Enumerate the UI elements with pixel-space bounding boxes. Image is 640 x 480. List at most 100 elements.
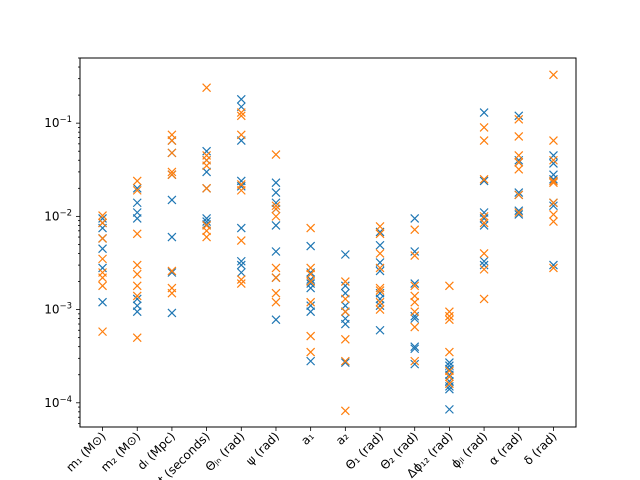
data-point — [410, 247, 420, 256]
data-point — [479, 208, 489, 217]
data-point — [375, 286, 385, 295]
data-point — [549, 158, 558, 168]
data-point — [306, 356, 316, 366]
data-point — [549, 209, 558, 219]
data-point — [202, 217, 212, 226]
data-point — [202, 151, 212, 160]
data-point — [514, 164, 524, 174]
data-point — [514, 206, 524, 216]
data-point — [236, 108, 246, 117]
data-point — [167, 308, 177, 318]
data-point — [340, 314, 350, 324]
data-point — [340, 358, 350, 368]
data-point — [479, 176, 489, 186]
data-point — [271, 263, 281, 273]
data-point — [340, 294, 350, 304]
data-point — [167, 148, 177, 158]
data-point — [167, 232, 177, 242]
data-point — [167, 167, 177, 177]
data-point — [202, 167, 212, 177]
data-point — [514, 132, 524, 141]
data-point — [479, 108, 489, 117]
data-point — [514, 111, 524, 121]
data-point — [479, 256, 489, 266]
data-point — [514, 151, 524, 160]
data-point — [410, 251, 420, 260]
data-point — [549, 170, 558, 180]
data-point — [410, 279, 420, 289]
data-point — [271, 198, 281, 208]
data-point — [167, 268, 177, 277]
data-point — [410, 344, 420, 354]
data-point — [375, 222, 385, 231]
data-point — [306, 269, 316, 279]
data-point — [306, 263, 316, 273]
data-point — [132, 333, 142, 343]
data-point — [202, 220, 212, 230]
data-point — [236, 275, 246, 284]
data-point — [236, 236, 246, 245]
data-point — [514, 114, 524, 124]
data-point — [479, 294, 489, 304]
data-point — [340, 250, 350, 259]
data-point — [444, 404, 454, 414]
data-point — [167, 170, 177, 180]
data-point — [236, 130, 246, 140]
data-point — [444, 307, 454, 317]
data-point — [236, 268, 246, 277]
data-point — [132, 198, 142, 208]
data-point — [410, 291, 420, 301]
data-point — [479, 211, 489, 221]
data-point — [410, 342, 420, 352]
data-point — [306, 301, 316, 311]
data-point — [340, 334, 350, 344]
data-point — [271, 188, 281, 197]
data-point — [236, 256, 246, 266]
data-point — [202, 214, 212, 223]
data-point — [549, 263, 558, 273]
data-point — [444, 358, 454, 368]
data-point — [340, 356, 350, 366]
data-point — [271, 273, 281, 283]
data-point — [549, 178, 558, 188]
data-point — [375, 240, 385, 250]
data-point — [271, 315, 281, 325]
data-point — [549, 260, 558, 270]
data-point — [549, 155, 558, 165]
data-point — [340, 277, 350, 286]
data-point — [549, 176, 558, 186]
data-point — [167, 283, 177, 293]
data-point — [410, 314, 420, 324]
data-point — [410, 322, 420, 332]
data-point — [236, 279, 246, 289]
data-point — [98, 211, 107, 220]
data-point — [236, 176, 246, 186]
data-point — [514, 209, 524, 219]
data-point — [271, 178, 281, 188]
data-point — [98, 327, 107, 337]
data-point — [479, 249, 489, 258]
data-point — [271, 211, 281, 221]
data-point — [132, 294, 142, 304]
data-point — [549, 70, 558, 80]
data-point — [375, 297, 385, 307]
data-point — [271, 150, 281, 160]
data-point — [271, 204, 281, 214]
data-point — [98, 268, 107, 277]
data-point — [340, 406, 350, 416]
data-point — [375, 305, 385, 315]
data-point — [271, 288, 281, 298]
data-point — [410, 307, 420, 317]
data-point — [375, 263, 385, 273]
data-point — [479, 174, 489, 184]
data-point — [271, 247, 281, 256]
data-point — [236, 94, 246, 104]
data-point — [271, 201, 281, 211]
data-point — [444, 379, 454, 389]
data-point — [549, 136, 558, 146]
data-point — [306, 347, 316, 357]
data-point — [271, 220, 281, 230]
data-point — [202, 83, 212, 93]
data-point — [132, 208, 142, 217]
